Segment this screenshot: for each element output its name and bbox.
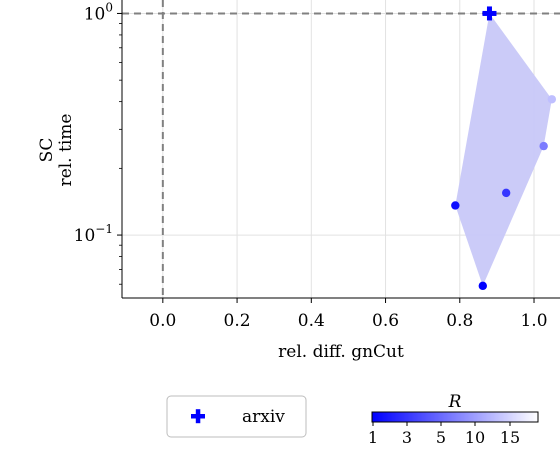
x-tick-label: 1.0 <box>520 311 547 331</box>
x-tick-label: 0.0 <box>149 311 176 331</box>
y-axis-label-line2: rel. time <box>56 114 76 187</box>
x-tick-label: 0.4 <box>298 311 325 331</box>
x-tick-label: 0.2 <box>224 311 251 331</box>
colorbar-ticks: 1 3 5 10 15 <box>368 422 520 447</box>
legend: arxiv <box>166 395 307 438</box>
y-axis-ticks: 10−1 100 <box>74 0 122 285</box>
legend-marker-plus-icon <box>191 409 205 424</box>
legend-box <box>166 395 307 438</box>
arxiv-plus-vertical <box>486 6 492 21</box>
legend-entry-arxiv: arxiv <box>242 407 285 427</box>
x-axis-label: rel. diff. gnCut <box>278 342 404 362</box>
data-point <box>547 95 557 104</box>
x-tick-label: 0.8 <box>446 311 473 331</box>
data-point <box>539 141 548 151</box>
colorbar-tick-label: 15 <box>500 428 520 447</box>
colorbar-tick-label: 3 <box>402 428 412 447</box>
y-axis-label-line1: SC <box>37 138 57 163</box>
colorbar-tick-label: 5 <box>436 428 446 447</box>
colorbar-tick-label: 1 <box>368 428 378 447</box>
colorbar-gradient <box>371 411 539 423</box>
y-tick-label: 10−1 <box>74 222 113 246</box>
colorbar-label: R <box>448 392 462 412</box>
data-point <box>478 281 487 291</box>
x-axis-ticks: 0.0 0.2 0.4 0.6 0.8 1.0 <box>149 298 548 331</box>
plot-area <box>122 0 560 298</box>
x-tick-label: 0.6 <box>372 311 399 331</box>
colorbar: R 1 3 5 10 15 <box>368 392 539 447</box>
y-tick-label: 100 <box>84 0 113 24</box>
data-point <box>451 201 460 210</box>
data-point <box>501 188 511 198</box>
colorbar-tick-label: 10 <box>465 428 485 447</box>
pareto-hull <box>455 13 552 286</box>
arxiv-plus-marker <box>482 6 497 21</box>
